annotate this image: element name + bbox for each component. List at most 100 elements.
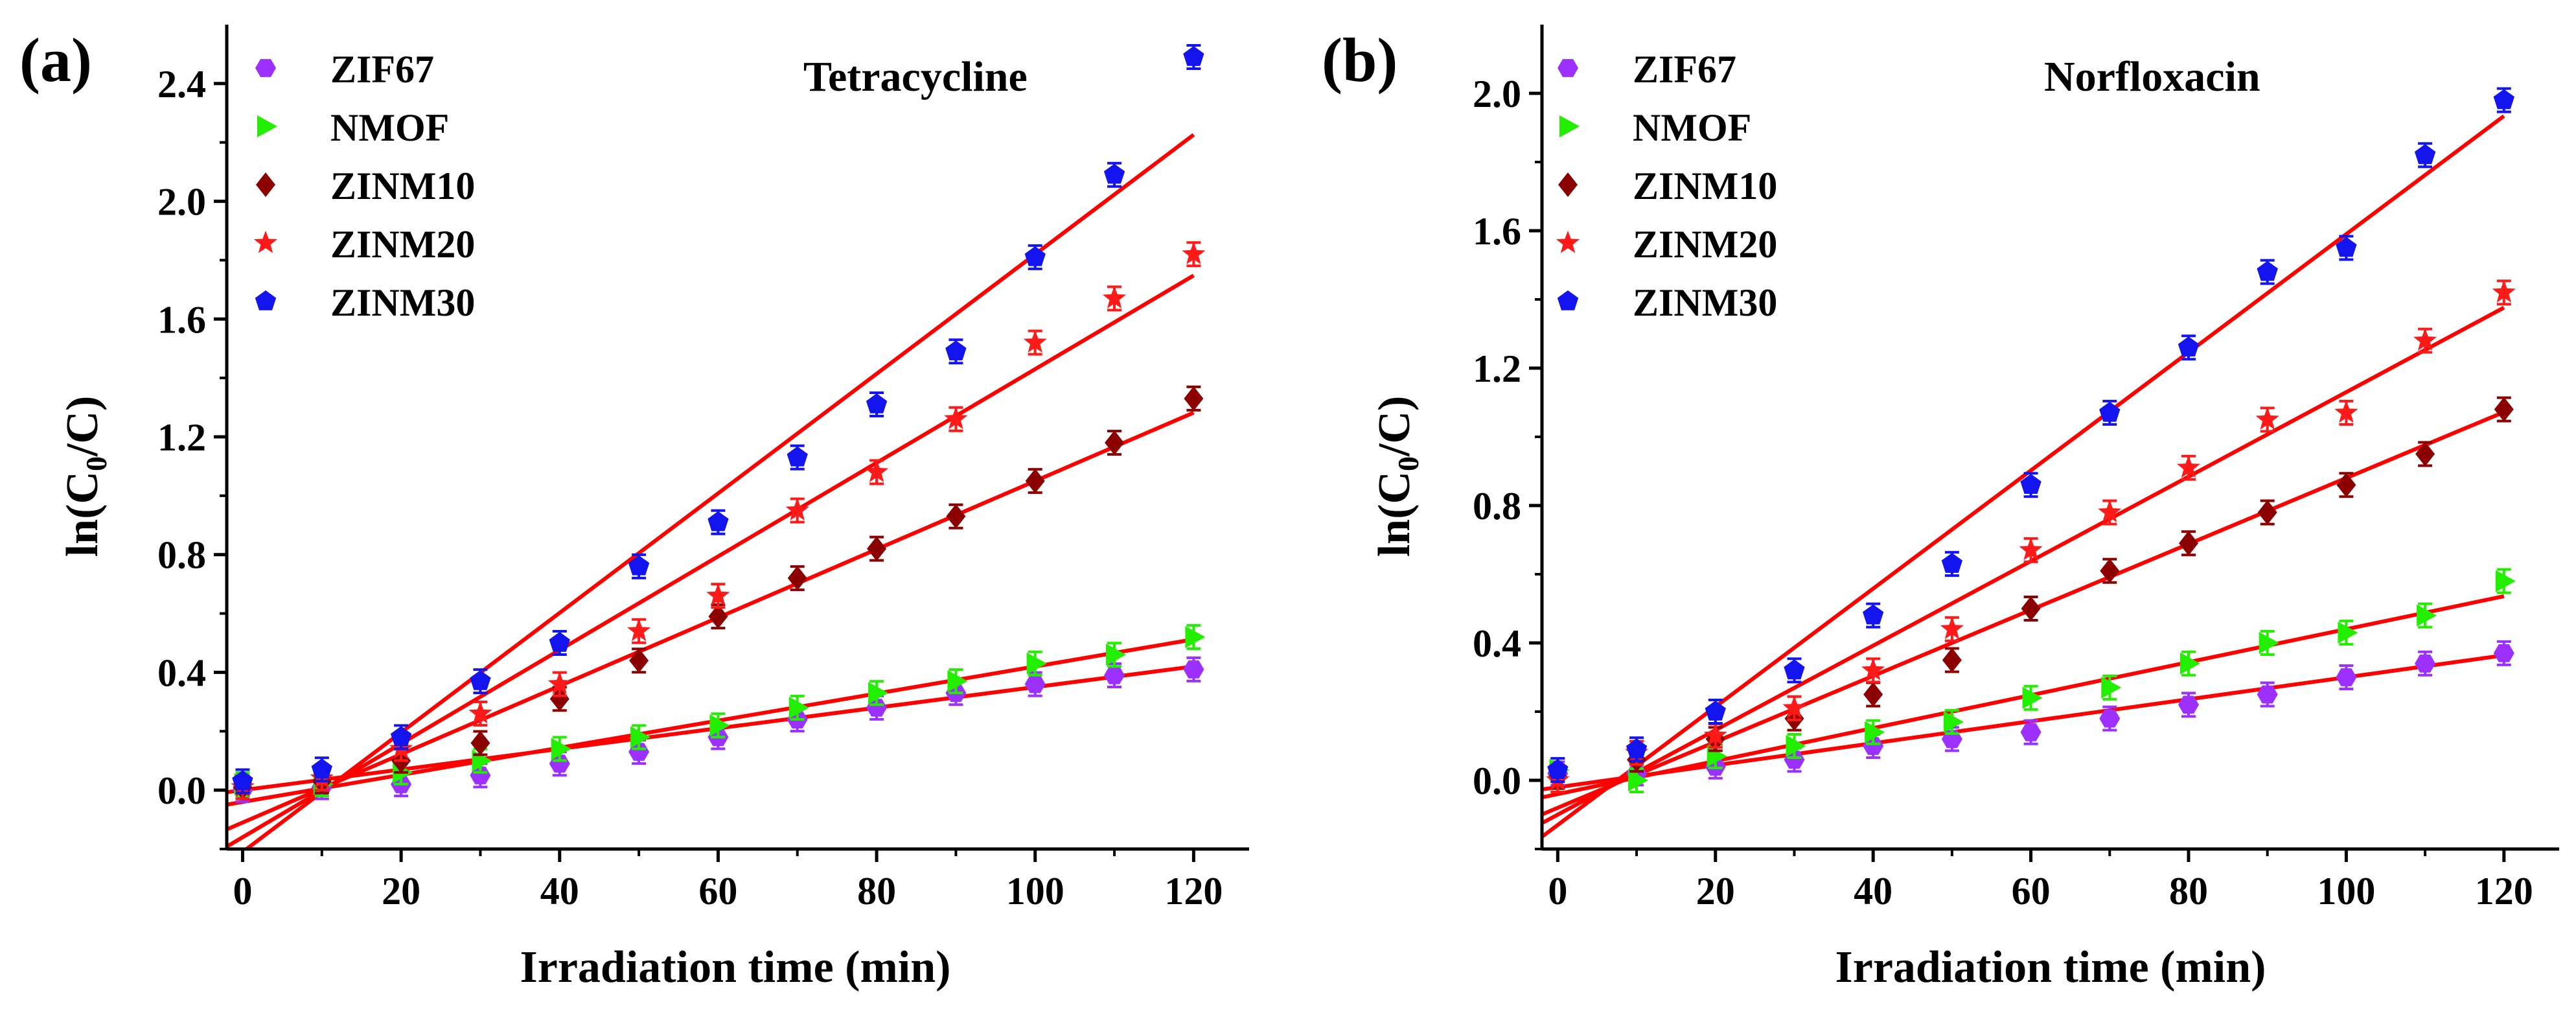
legend-marker-zinm20 <box>1556 231 1580 253</box>
data-point-zinm30 <box>707 511 729 531</box>
legend-label-zinm10: ZINM10 <box>330 165 475 207</box>
legend-label-zinm10: ZINM10 <box>1633 165 1777 207</box>
data-point-zif67 <box>2257 685 2278 704</box>
panel-a-tetracycline: (a) Tetracycline Irradiation time (min) … <box>19 25 1249 992</box>
data-point-zinm20 <box>706 583 730 606</box>
data-point-zif67 <box>2336 668 2357 686</box>
legend-marker-zinm20 <box>253 231 278 253</box>
chart-title: Tetracycline <box>803 53 1028 100</box>
data-point-zif67 <box>2493 644 2514 662</box>
data-point-nmof <box>2022 686 2043 709</box>
y-tick-label: 0.0 <box>1473 760 1521 802</box>
series-zinm30 <box>232 44 1204 795</box>
data-point-zinm30 <box>1024 246 1046 266</box>
data-point-nmof <box>1865 721 1885 743</box>
data-point-zinm10 <box>867 536 887 561</box>
data-point-zinm20 <box>2255 407 2279 430</box>
y-tick-label: 0.4 <box>157 651 206 694</box>
data-point-zinm20 <box>2492 280 2516 303</box>
data-point-nmof <box>1026 652 1047 675</box>
data-point-zinm30 <box>232 770 253 791</box>
data-point-zinm10 <box>2415 441 2435 467</box>
series-zinm20 <box>1546 279 2516 793</box>
data-point-zinm20 <box>865 460 889 482</box>
data-point-zinm10 <box>1863 682 1883 707</box>
legend-label-zinm30: ZINM30 <box>330 281 475 324</box>
data-point-zinm10 <box>708 604 728 629</box>
legend-marker-zinm30 <box>255 290 277 310</box>
y-axis-label-main: ln(C <box>1370 471 1420 557</box>
data-point-zinm20 <box>1861 658 1885 681</box>
y-tick-label: 1.2 <box>157 416 206 459</box>
panel-label: (b) <box>1322 25 1397 95</box>
data-point-zinm20 <box>1103 286 1127 309</box>
x-tick-label: 40 <box>1854 870 1892 913</box>
data-point-zinm20 <box>2413 328 2437 351</box>
data-point-zinm20 <box>468 701 492 724</box>
x-tick-label: 100 <box>1006 870 1064 913</box>
data-point-nmof <box>1943 710 1964 733</box>
x-axis-label: Irradiation time (min) <box>520 942 951 992</box>
data-point-nmof <box>551 738 571 760</box>
y-tick-label: 0.8 <box>157 534 206 577</box>
data-point-zinm30 <box>1784 659 1805 680</box>
series-zinm30 <box>1547 87 2514 784</box>
data-point-zinm10 <box>2178 531 2198 556</box>
data-point-zinm10 <box>2336 472 2356 498</box>
data-point-zinm10 <box>2021 596 2041 621</box>
data-point-zif67 <box>1863 737 1884 755</box>
data-point-zinm20 <box>1703 723 1727 746</box>
data-point-zinm30 <box>2336 237 2357 257</box>
y-axis-label-main: ln(C <box>58 471 108 557</box>
y-tick-label: 2.4 <box>157 63 206 106</box>
fit-line-zinm10 <box>225 410 1195 832</box>
data-point-nmof <box>868 682 889 704</box>
data-point-nmof <box>2417 604 2437 627</box>
fit-line-zinm20 <box>225 274 1195 848</box>
y-tick-label: 0.0 <box>157 769 206 812</box>
y-axis-label: ln(C0/C) <box>1370 396 1425 557</box>
legend-label-nmof: NMOF <box>1633 106 1751 149</box>
data-point-zif67 <box>549 754 570 773</box>
data-point-nmof <box>2259 632 2279 654</box>
y-tick-label: 0.4 <box>1473 622 1521 665</box>
x-tick-label: 120 <box>2475 870 2533 913</box>
data-point-zinm10 <box>2494 397 2514 422</box>
data-point-zinm20 <box>2176 455 2201 478</box>
data-point-zinm10 <box>1184 386 1204 411</box>
data-point-zinm30 <box>1626 738 1648 759</box>
legend-marker-zif67 <box>255 59 276 77</box>
data-point-zif67 <box>1183 660 1204 679</box>
legend-label-zif67: ZIF67 <box>330 48 434 91</box>
y-axis-label-tail: /C) <box>58 396 108 457</box>
data-point-zinm10 <box>2257 500 2277 525</box>
data-point-nmof <box>1185 625 1206 648</box>
data-point-zinm30 <box>628 555 650 576</box>
data-point-zif67 <box>2020 723 2041 741</box>
data-point-zinm20 <box>627 618 651 642</box>
panel-label: (a) <box>19 25 92 95</box>
y-tick-label: 2.0 <box>157 181 206 224</box>
legend-marker-zinm30 <box>1557 290 1579 310</box>
x-tick-label: 80 <box>2169 870 2208 913</box>
data-point-zif67 <box>628 743 650 761</box>
data-point-nmof <box>1106 644 1127 666</box>
data-point-zinm30 <box>1705 701 1726 721</box>
y-axis-label-subscript: 0 <box>80 456 113 471</box>
data-point-zif67 <box>2415 654 2436 673</box>
legend-label-zinm20: ZINM20 <box>1633 223 1777 266</box>
data-point-zif67 <box>1024 675 1046 693</box>
data-point-zinm10 <box>470 730 490 756</box>
data-point-zinm30 <box>311 758 332 779</box>
data-point-zinm10 <box>1025 469 1045 494</box>
data-point-zinm10 <box>549 686 569 712</box>
legend: ZIF67 NMOF ZINM10 ZINM20 ZINM30 <box>1556 48 1777 324</box>
y-tick-label: 1.6 <box>1473 210 1521 253</box>
legend-label-zif67: ZIF67 <box>1633 48 1736 91</box>
x-tick-label: 0 <box>1548 870 1567 913</box>
data-point-zif67 <box>866 699 888 717</box>
data-point-zinm30 <box>549 632 570 652</box>
data-point-zinm30 <box>2257 261 2278 281</box>
data-point-nmof <box>788 696 809 719</box>
x-tick-label: 20 <box>382 870 420 913</box>
